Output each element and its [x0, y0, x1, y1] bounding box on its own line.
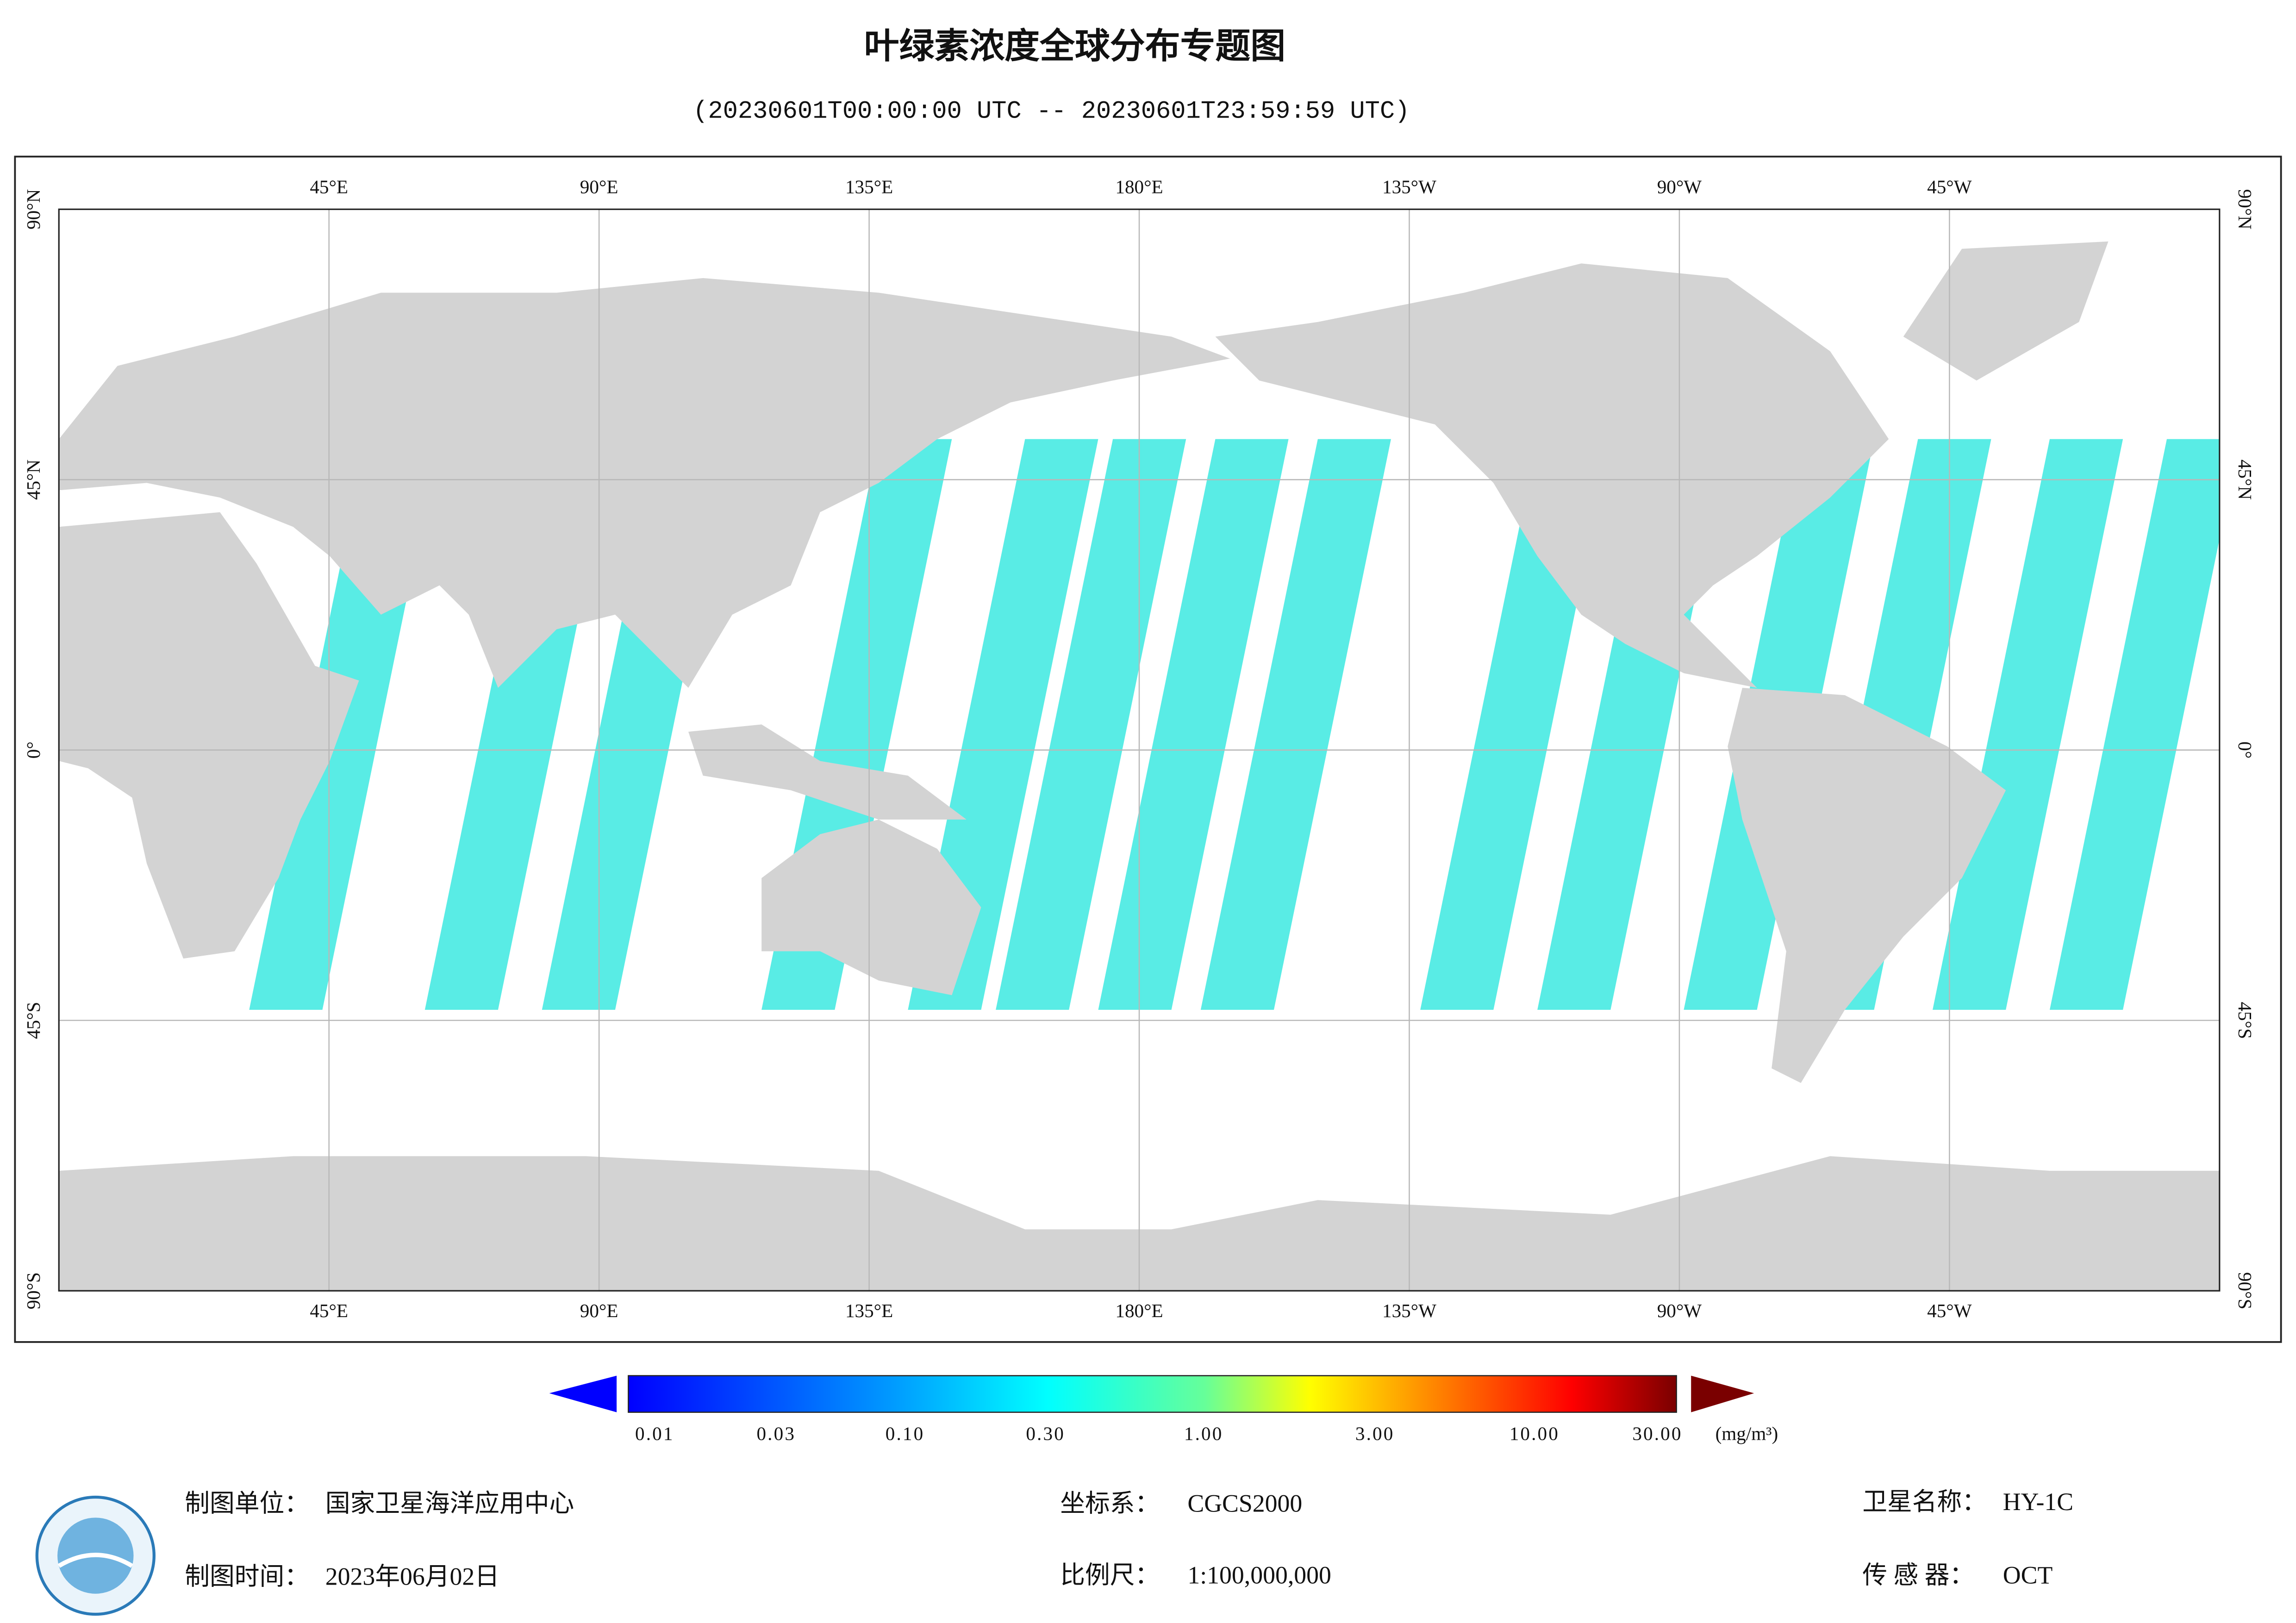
colorbar-unit: (mg/m³)	[1716, 1423, 1778, 1445]
lon-label-top: 135°E	[845, 176, 893, 197]
scale: 1:100,000,000	[1187, 1561, 1331, 1589]
lon-label-top: 135°W	[1382, 176, 1436, 197]
scale-label: 比例尺：	[1060, 1561, 1160, 1589]
colorbar-label: 1.00	[1184, 1423, 1223, 1444]
colorbar-label: 0.01	[635, 1423, 674, 1444]
lon-label-top: 45°W	[1927, 176, 1972, 197]
south-america	[1728, 688, 2006, 1083]
australia	[761, 819, 981, 995]
lat-label-right: 0°	[2234, 741, 2256, 759]
sensor: OCT	[2003, 1561, 2053, 1589]
colorbar-label: 3.00	[1355, 1423, 1395, 1444]
lat-label-right: 90°S	[2234, 1272, 2256, 1309]
lat-label-right: 45°S	[2234, 1002, 2256, 1039]
swath	[996, 439, 1186, 1010]
africa	[59, 512, 359, 959]
swath	[908, 439, 1098, 1010]
colorbar-label: 0.03	[756, 1423, 796, 1444]
outer-frame	[14, 155, 2282, 1343]
lon-label-bottom: 45°E	[310, 1300, 348, 1321]
lat-label-right: 45°N	[2234, 460, 2256, 500]
colorbar-label: 0.30	[1026, 1423, 1065, 1444]
colorbar-label: 0.10	[886, 1423, 925, 1444]
satellite-label: 卫星名称：	[1862, 1488, 1987, 1516]
lat-label-left: 90°S	[23, 1272, 44, 1309]
colorbar-label: 10.00	[1510, 1423, 1560, 1444]
date-label: 制图时间：	[185, 1562, 309, 1590]
lat-label-right: 90°N	[2234, 189, 2256, 230]
logo	[35, 1495, 156, 1616]
colorbar-over	[1691, 1375, 1754, 1412]
crs-label: 坐标系：	[1060, 1489, 1160, 1517]
date: 2023年06月02日	[325, 1562, 499, 1590]
lon-label-top: 45°E	[310, 176, 348, 197]
subtitle: (20230601T00:00:00 UTC -- 20230601T23:59…	[693, 98, 1410, 126]
greenland	[1903, 241, 2109, 381]
swath	[1200, 439, 1391, 1010]
map-area	[59, 209, 2220, 1291]
colorbar-under	[549, 1375, 617, 1412]
logo-wave	[57, 1553, 133, 1568]
lon-label-bottom: 45°W	[1927, 1300, 1972, 1321]
colorbar-label: 30.00	[1632, 1423, 1682, 1444]
lat-label-left: 90°N	[23, 189, 44, 230]
crs: CGCS2000	[1187, 1489, 1302, 1517]
indonesia	[688, 724, 967, 820]
lat-label-left: 0°	[23, 741, 44, 759]
producer: 国家卫星海洋应用中心	[325, 1489, 574, 1517]
swath	[1932, 439, 2123, 1010]
producer-label: 制图单位：	[185, 1489, 309, 1517]
lon-label-bottom: 90°E	[580, 1300, 618, 1321]
map-frame	[58, 208, 2221, 1292]
swath	[2049, 439, 2220, 1010]
lon-label-top: 90°W	[1657, 176, 1702, 197]
lon-label-bottom: 135°W	[1382, 1300, 1436, 1321]
title: 叶绿素浓度全球分布专题图	[864, 25, 1286, 66]
lon-label-top: 90°E	[580, 176, 618, 197]
lat-label-left: 45°S	[23, 1002, 44, 1039]
north-america	[1215, 263, 1889, 688]
lon-label-top: 180°E	[1115, 176, 1163, 197]
satellite: HY-1C	[2003, 1488, 2073, 1516]
colorbar-labels: 0.01 0.03 0.10 0.30 1.00 3.00 10.00 30.00	[635, 1423, 1682, 1444]
lon-label-bottom: 180°E	[1115, 1300, 1163, 1321]
lat-label-left: 45°N	[23, 460, 44, 500]
swath	[1098, 439, 1289, 1010]
colorbar	[628, 1375, 1677, 1413]
graticule	[59, 209, 2220, 1291]
eurasia	[59, 278, 1230, 688]
lon-label-bottom: 135°E	[845, 1300, 893, 1321]
sensor-label: 传 感 器：	[1862, 1561, 1974, 1589]
lon-label-bottom: 90°W	[1657, 1300, 1702, 1321]
